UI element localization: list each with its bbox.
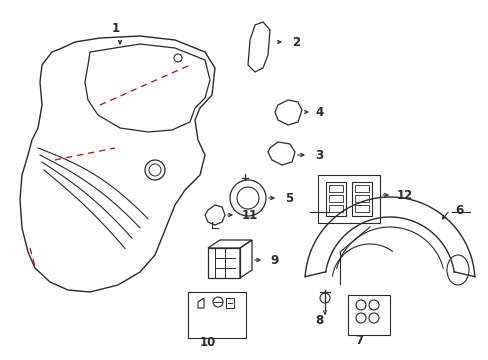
Text: 3: 3 [314, 149, 323, 162]
Bar [328, 205, 342, 212]
Bar [317, 175, 379, 223]
Text: 11: 11 [242, 208, 258, 221]
Text: 5: 5 [285, 192, 293, 204]
Text: 2: 2 [291, 36, 300, 49]
Text: 1: 1 [112, 22, 120, 35]
Bar [354, 205, 368, 212]
Bar [328, 185, 342, 192]
Text: 9: 9 [269, 253, 278, 266]
Bar [354, 185, 368, 192]
Text: 12: 12 [396, 189, 412, 202]
Text: 10: 10 [200, 336, 216, 348]
Bar [347, 295, 389, 335]
Bar [351, 182, 371, 216]
Bar [325, 182, 346, 216]
Text: 4: 4 [314, 105, 323, 118]
Bar [354, 195, 368, 202]
Text: 7: 7 [354, 333, 363, 346]
Bar [187, 292, 245, 338]
Text: 6: 6 [454, 203, 462, 216]
Bar [328, 195, 342, 202]
Text: 8: 8 [314, 314, 323, 327]
